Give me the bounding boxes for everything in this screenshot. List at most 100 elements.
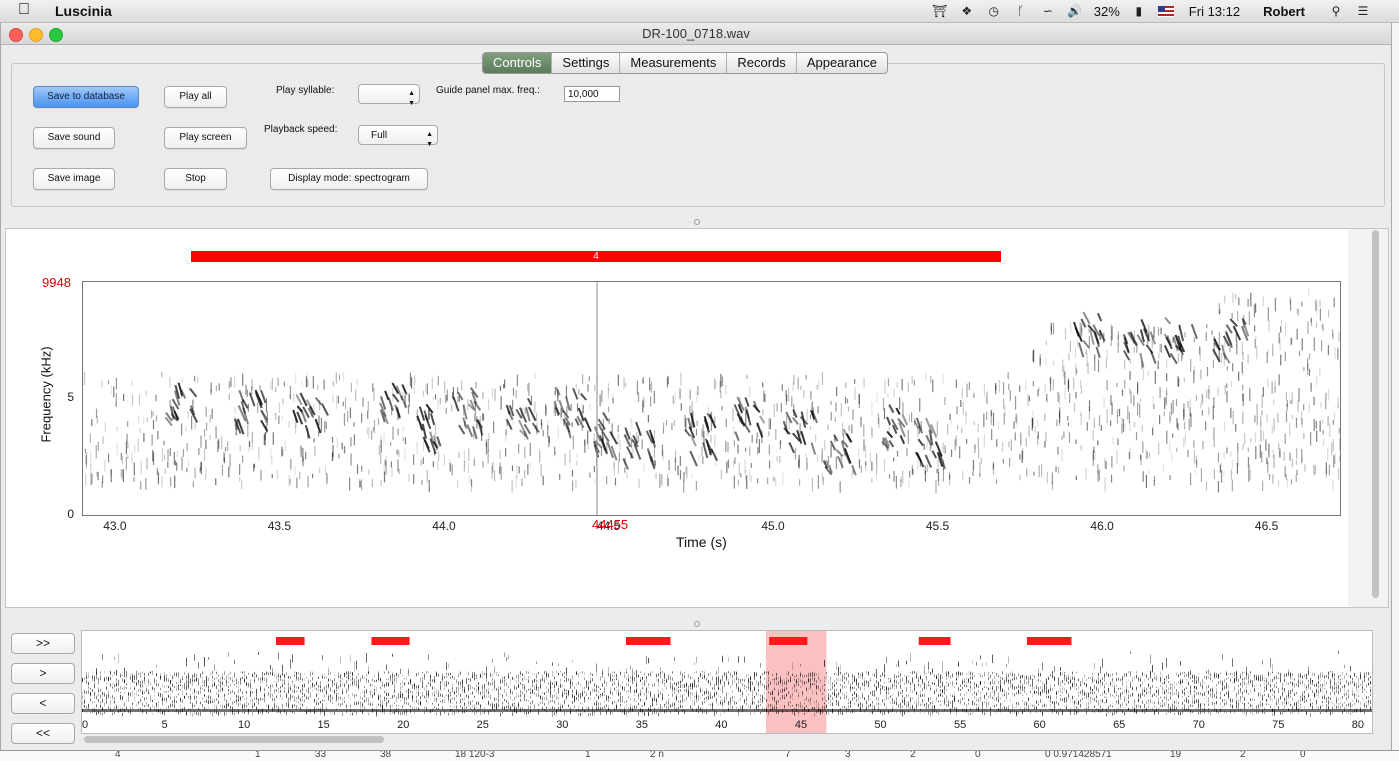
syllable-marker	[919, 637, 951, 645]
y-tick-0: 0	[54, 507, 74, 521]
x-tick-label: 45.5	[918, 519, 958, 533]
wifi-icon[interactable]: ∽	[1040, 4, 1056, 18]
x-tick-label: 43.0	[95, 519, 135, 533]
table-cell: 18 120-3	[455, 750, 494, 760]
syllable-marker	[1027, 637, 1072, 645]
overview-image	[82, 631, 1372, 733]
volume-icon[interactable]: 🔊	[1067, 4, 1083, 18]
overview-tick-label: 0	[81, 719, 100, 731]
overview-tick-label: 60	[1025, 719, 1055, 731]
vertical-scroll-thumb[interactable]	[1372, 230, 1379, 598]
overview-tick-label: 50	[866, 719, 896, 731]
table-cell: 0	[1300, 750, 1306, 760]
x-tick-label: 44.0	[424, 519, 464, 533]
play-all-button[interactable]: Play all	[164, 86, 227, 108]
playback-speed-label: Playback speed:	[264, 124, 337, 135]
save-to-database-button[interactable]: Save to database	[33, 86, 139, 108]
overview-tick-label: 5	[150, 719, 180, 731]
playback-speed-select[interactable]: Full ▲▼	[358, 125, 438, 145]
table-cell: 3	[845, 750, 851, 760]
menu-bar:  Luscinia ⛩ ❖ ◷ ᚴ ∽ 🔊 32% ▮ Fri 13:12 R…	[0, 0, 1399, 23]
table-cell: 19	[1170, 750, 1181, 760]
y-tick-5: 5	[54, 390, 74, 404]
search-icon[interactable]: ⚲	[1328, 4, 1344, 18]
table-cell: 33	[315, 750, 326, 760]
vertical-scrollbar[interactable]	[1348, 229, 1388, 607]
battery-icon[interactable]: ▮	[1131, 4, 1147, 18]
table-cell: 4	[115, 750, 121, 760]
app-window: DR-100_0718.wav Save to database Save so…	[0, 23, 1392, 760]
tab-bar: Controls Settings Measurements Records A…	[482, 52, 888, 74]
close-icon[interactable]	[9, 28, 23, 42]
dropbox-icon[interactable]: ❖	[959, 4, 975, 18]
institution-icon[interactable]: ⛩	[932, 4, 948, 18]
overview-tick-label: 10	[229, 719, 259, 731]
tab-records[interactable]: Records	[727, 53, 796, 73]
background-window-edge	[1391, 23, 1399, 760]
jump-forward-button[interactable]: >>	[11, 633, 75, 654]
clock[interactable]: Fri 13:12	[1189, 4, 1240, 19]
updown-arrows-icon: ▲▼	[426, 130, 433, 150]
overview-tick-label: 45	[786, 719, 816, 731]
y-axis-label: Frequency (kHz)	[39, 345, 54, 445]
max-freq-label: 9948	[42, 275, 71, 290]
overview-tick-label: 55	[945, 719, 975, 731]
x-tick-label: 46.5	[1247, 519, 1287, 533]
updown-arrows-icon: ▲▼	[408, 89, 415, 109]
table-cell: 0	[975, 750, 981, 760]
spectrogram-plot[interactable]	[82, 281, 1341, 516]
menu-list-icon[interactable]: ☰	[1355, 4, 1371, 18]
syllable-marker	[371, 637, 409, 645]
table-cell: 0 0.971428571	[1045, 750, 1112, 760]
overview-tick-label: 20	[388, 719, 418, 731]
save-sound-button[interactable]: Save sound	[33, 127, 115, 149]
guide-panel-label: Guide panel max. freq.:	[436, 85, 540, 96]
overview-tick-label: 35	[627, 719, 657, 731]
split-handle[interactable]	[694, 621, 700, 627]
horizontal-scroll-thumb[interactable]	[84, 736, 384, 743]
controls-panel: Save to database Save sound Save image P…	[11, 63, 1385, 207]
zoom-icon[interactable]	[49, 28, 63, 42]
window-title: DR-100_0718.wav	[642, 26, 750, 41]
app-name[interactable]: Luscinia	[55, 3, 112, 19]
x-axis-label: Time (s)	[676, 534, 727, 550]
table-cell: 1	[585, 750, 591, 760]
save-image-button[interactable]: Save image	[33, 168, 115, 190]
syllable-marker	[769, 637, 807, 645]
overview-tick-label: 65	[1104, 719, 1134, 731]
syllable-bar[interactable]: 4	[191, 251, 1001, 262]
flag-icon[interactable]	[1158, 6, 1174, 17]
step-forward-button[interactable]: >	[11, 663, 75, 684]
tab-appearance[interactable]: Appearance	[797, 53, 887, 73]
play-screen-button[interactable]: Play screen	[164, 127, 247, 149]
tab-settings[interactable]: Settings	[552, 53, 620, 73]
step-back-button[interactable]: <	[11, 693, 75, 714]
tab-measurements[interactable]: Measurements	[620, 53, 727, 73]
stop-button[interactable]: Stop	[164, 168, 227, 190]
guide-panel-max-freq-input[interactable]: 10,000	[564, 86, 620, 102]
jump-back-button[interactable]: <<	[11, 723, 75, 744]
table-cell: 1	[255, 750, 261, 760]
title-bar: DR-100_0718.wav	[1, 23, 1391, 45]
apple-icon[interactable]: 	[18, 1, 30, 19]
overview-tick-label: 30	[547, 719, 577, 731]
menubar-status-area: ⛩ ❖ ◷ ᚴ ∽ 🔊 32% ▮ Fri 13:12 Robert ⚲ ☰	[932, 0, 1399, 22]
user-name[interactable]: Robert	[1263, 4, 1305, 19]
table-cell: 2 n	[650, 750, 664, 760]
minimize-icon[interactable]	[29, 28, 43, 42]
syllable-marker	[626, 637, 671, 645]
horizontal-scrollbar[interactable]	[84, 734, 1372, 744]
split-handle[interactable]	[694, 219, 700, 225]
syllable-marker	[276, 637, 305, 645]
table-cell: 7	[785, 750, 791, 760]
bluetooth-icon[interactable]: ᚴ	[1013, 4, 1029, 18]
battery-percent[interactable]: 32%	[1094, 4, 1120, 19]
display-mode-button[interactable]: Display mode: spectrogram	[270, 168, 428, 190]
tab-controls[interactable]: Controls	[483, 53, 552, 73]
play-syllable-select[interactable]: ▲▼	[358, 84, 420, 104]
time-machine-icon[interactable]: ◷	[986, 4, 1002, 18]
x-tick-label: 45.0	[753, 519, 793, 533]
play-syllable-label: Play syllable:	[276, 85, 334, 96]
